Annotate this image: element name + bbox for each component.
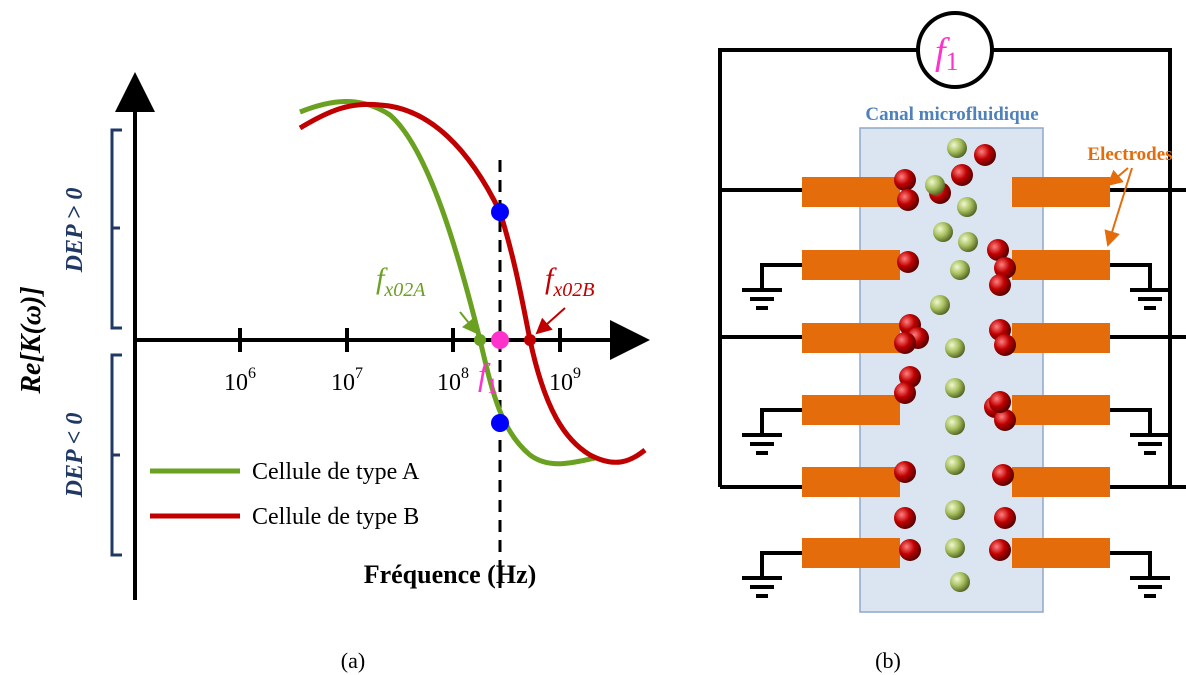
red-cell [994,507,1016,529]
electrode [802,323,900,353]
red-cell [951,164,973,186]
channel-label: Canal microfluidique [865,104,1038,125]
brackets [110,128,122,557]
red-cell [989,274,1011,296]
panel-a: 106 107 108 109 fx02A fx02B f1 DEP > 0 D… [16,72,650,673]
red-cell [897,251,919,273]
red-cell [897,189,919,211]
green-cell [947,138,967,158]
crossover-b: fx02B [545,262,594,301]
red-cell [894,382,916,404]
electrode [1012,177,1110,207]
red-cell [974,144,996,166]
red-cell [899,539,921,561]
arrow [535,307,566,335]
x-tick-labels: 106 107 108 109 [224,365,581,396]
curve-type-b [298,101,647,465]
red-cell [992,464,1014,486]
electrode [1012,467,1110,497]
green-cell [945,538,965,558]
tick-label: 108 [437,365,469,396]
arrow [459,311,479,335]
point [491,331,509,349]
channel [859,127,1044,613]
x-axis-label: Fréquence (Hz) [364,560,537,589]
green-cell [945,378,965,398]
arrow [1104,167,1133,247]
electrode [1012,323,1110,353]
dep-positive: DEP > 0 [62,188,88,274]
green-cell [945,500,965,520]
electrodes [802,177,1110,568]
green-cell [958,232,978,252]
legend-entry: Cellule de type A [252,459,420,485]
caption: (a) [341,648,365,673]
electrode [802,250,900,280]
electrodes-label: Electrodes [1087,144,1172,165]
point [474,334,486,346]
tick-label: 107 [331,365,363,396]
green-cell [933,222,953,242]
electrode [1012,538,1110,568]
electrode [802,467,900,497]
red-cell [989,391,1011,413]
green-cell [945,455,965,475]
source [916,11,994,89]
point [491,414,509,432]
panel-b: f1 Canal microfluidique Electrodes (b) [718,11,1186,673]
red-cell [994,409,1016,431]
green-cell [950,572,970,592]
y-axis-label: Re[K(ω)] [16,286,47,394]
electrode [1012,250,1110,280]
red-cell [994,334,1016,356]
green-cell [930,295,950,315]
red-cell [987,239,1009,261]
x-ticks [238,328,562,352]
tick-label: 106 [224,365,256,396]
green-cell [950,260,970,280]
arrow [1106,167,1129,187]
caption: (b) [875,648,901,673]
red-cell [989,539,1011,561]
tick-label: 109 [549,365,581,396]
red-cell [994,257,1016,279]
electrode [802,395,900,425]
red-cell [894,332,916,354]
electrode [802,538,900,568]
electrode [1012,395,1110,425]
red-cell [894,169,916,191]
cells [894,138,1016,592]
red-cell [894,461,916,483]
green-cell [945,338,965,358]
green-cell [957,197,977,217]
crossover-a: fx02A [376,262,426,301]
green-cell [945,415,965,435]
red-cell [894,507,916,529]
point [524,334,536,346]
point [491,203,509,221]
legend-entry: Cellule de type B [252,504,419,530]
electrode [802,177,900,207]
grounds [742,288,1170,598]
green-cell [925,175,945,195]
dep-negative: DEP < 0 [62,413,88,499]
